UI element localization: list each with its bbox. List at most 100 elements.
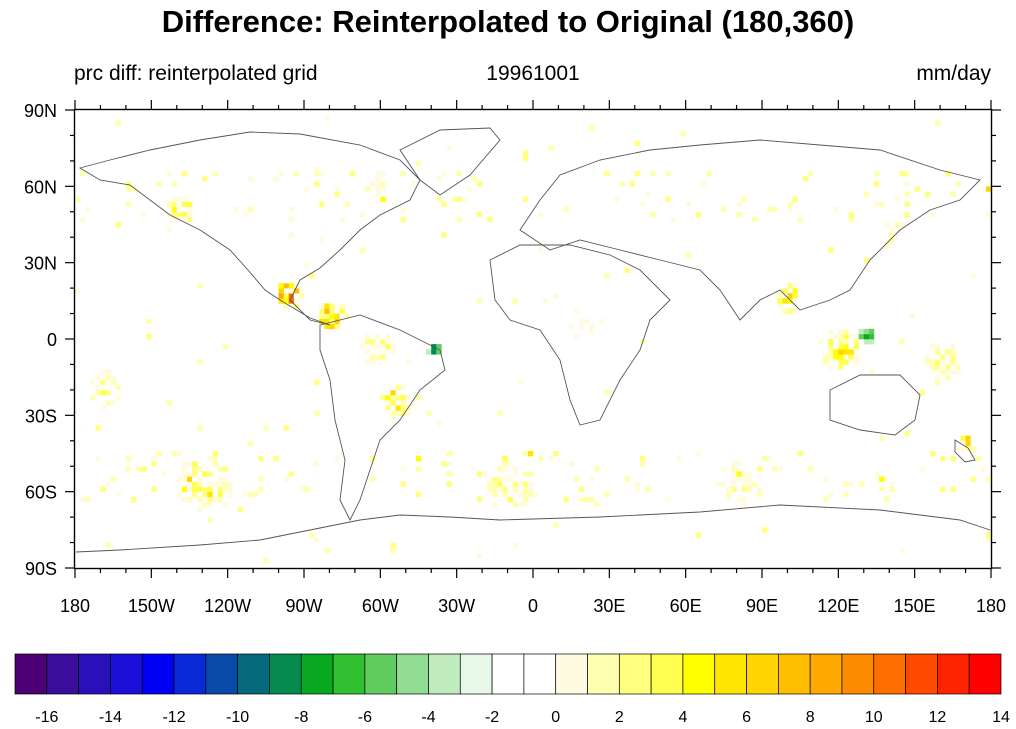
units-string: mm/day (916, 62, 991, 85)
raster-cell (502, 481, 508, 487)
raster-cell (782, 283, 788, 289)
raster-cell (899, 221, 905, 228)
raster-cell (924, 359, 931, 365)
raster-cell (950, 364, 956, 370)
raster-cell (512, 501, 519, 508)
raster-cell (726, 486, 732, 492)
raster-cell (823, 359, 829, 365)
raster-cell (588, 496, 595, 503)
raster-cell (446, 450, 452, 457)
raster-cell (746, 461, 753, 467)
raster-cell (899, 232, 905, 238)
coastlines (75, 127, 991, 553)
raster-cell (141, 211, 147, 218)
raster-cell (258, 486, 264, 492)
raster-cell (288, 232, 295, 238)
raster-cell (721, 206, 727, 213)
raster-cell (929, 450, 936, 457)
raster-cell (833, 339, 839, 345)
raster-cell (390, 542, 396, 548)
raster-cell (955, 445, 961, 452)
raster-cell (385, 344, 391, 350)
raster-cell (533, 491, 539, 498)
raster-cell (105, 227, 111, 233)
raster-cell (329, 308, 335, 314)
raster-cell (650, 211, 656, 218)
raster-cell (400, 405, 407, 411)
lon-label: 60W (362, 596, 399, 616)
raster-cell (965, 440, 971, 447)
colorbar-label: 0 (551, 709, 560, 726)
raster-cell (726, 496, 732, 503)
raster-cell (573, 308, 580, 314)
raster-cell (395, 415, 401, 421)
raster-cell (985, 476, 992, 482)
raster-cell (843, 369, 849, 375)
raster-cell (370, 186, 376, 192)
raster-cell (502, 491, 508, 498)
raster-cell (726, 461, 732, 467)
raster-cell (527, 486, 534, 492)
raster-cell (115, 384, 122, 391)
raster-cell (731, 461, 737, 467)
raster-cell (573, 323, 580, 330)
raster-cell (405, 359, 412, 365)
raster-cell (487, 216, 493, 223)
raster-cell (639, 456, 646, 462)
raster-cell (502, 456, 508, 462)
raster-cell (405, 400, 412, 406)
raster-cell (492, 476, 498, 482)
raster-cell (283, 476, 290, 482)
raster-cell (278, 283, 284, 289)
raster-cell (365, 186, 371, 192)
raster-cell (741, 476, 748, 482)
raster-cell (843, 339, 849, 345)
raster-cell (400, 410, 407, 416)
raster-cell (848, 216, 854, 223)
colorbar-box (873, 653, 906, 695)
raster-cell (477, 298, 483, 304)
raster-cell (884, 221, 890, 228)
raster-cell (197, 481, 203, 487)
raster-cell (497, 496, 503, 503)
raster-cell (527, 481, 534, 487)
raster-cell (400, 394, 407, 401)
raster-cell (522, 150, 529, 157)
colorbar-box (491, 653, 525, 695)
raster-cell (512, 542, 519, 548)
raster-cell (283, 425, 290, 431)
raster-cell (553, 293, 559, 299)
raster-cell (889, 481, 895, 487)
raster-cell (746, 471, 753, 477)
raster-cell (568, 323, 575, 330)
raster-cell (843, 359, 849, 365)
raster-cell (375, 171, 381, 177)
raster-cell (410, 400, 417, 406)
raster-cell (675, 456, 681, 462)
raster-cell (792, 298, 798, 304)
raster-cell (843, 349, 849, 355)
raster-cell (390, 400, 396, 406)
colorbar-box (587, 653, 620, 695)
raster-cell (614, 196, 620, 202)
raster-cell (390, 176, 396, 182)
lat-label: 90N (24, 101, 57, 121)
raster-cell (787, 201, 793, 207)
raster-cell (370, 344, 376, 350)
raster-cell (314, 171, 320, 177)
raster-cell (512, 481, 519, 487)
raster-cell (919, 389, 926, 396)
raster-cell (380, 339, 386, 345)
left-string: prc diff: reinterpolated grid (74, 62, 318, 85)
axis-ticks (65, 100, 1001, 578)
raster-cell (889, 227, 895, 233)
raster-cell (599, 318, 605, 325)
raster-cell (634, 486, 641, 492)
raster-cell (960, 364, 966, 370)
raster-cell (502, 466, 508, 472)
raster-cell (390, 354, 396, 360)
raster-cell (192, 476, 198, 482)
raster-cell (120, 384, 127, 391)
raster-cell (334, 323, 340, 330)
raster-cell (304, 186, 310, 192)
